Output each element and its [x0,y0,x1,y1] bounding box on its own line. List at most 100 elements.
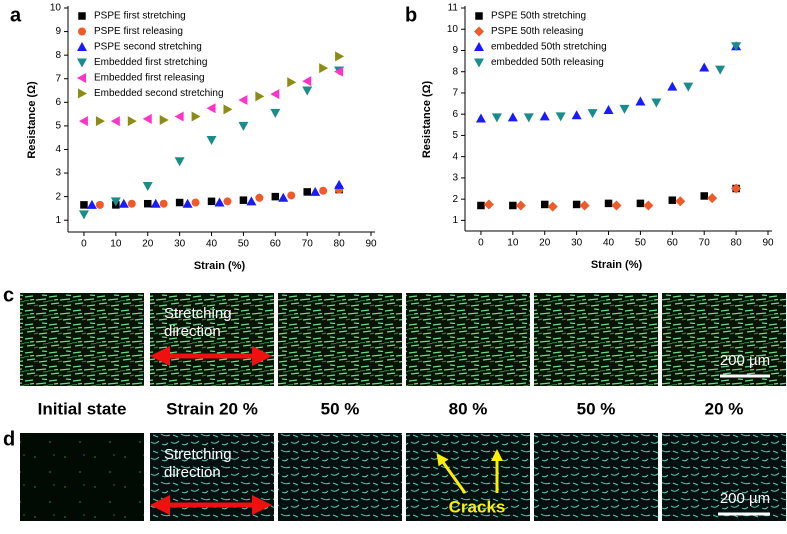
x-tick-label: 80 [731,238,743,249]
y-tick-label: 9 [55,26,61,37]
y-tick-label: 7 [55,73,61,84]
legend-marker [77,58,87,68]
y-tick-label: 10 [50,3,62,14]
y-tick-label: 11 [448,3,459,14]
state-label: 20 % [705,399,744,418]
y-tick-label: 5 [55,121,61,132]
data-point [675,196,686,207]
x-tick-label: 80 [334,239,346,250]
x-tick-label: 90 [365,239,377,250]
y-tick-label: 4 [452,151,458,162]
data-point [715,65,726,75]
y-tick-label: 2 [452,194,458,205]
data-point [699,62,710,72]
state-label: 50 % [321,399,360,418]
y-tick-label: 2 [55,191,61,202]
y-tick-label: 4 [55,144,61,155]
data-point [572,200,581,209]
x-tick-label: 20 [539,238,551,249]
panel-label: b [405,4,417,26]
data-point [335,51,345,62]
x-tick-label: 0 [478,238,484,249]
crack-arrow [436,453,467,494]
data-point [143,199,152,208]
data-point [668,196,677,204]
legend-label: Embedded first releasing [94,73,205,84]
scale-label: 200 µm [720,490,770,507]
scale-label: 200 µm [720,352,770,369]
x-axis-label: Strain (%) [194,260,246,272]
data-point [174,157,185,167]
micrograph [406,293,530,386]
micrograph [20,293,144,386]
legend-marker [77,73,86,83]
legend-marker [78,12,86,20]
data-point [475,113,486,123]
x-tick-label: 10 [110,239,122,250]
data-point [319,186,328,195]
x-tick-label: 70 [302,239,314,250]
legend-label: PSPE first releasing [94,26,183,37]
legend-marker [77,42,87,51]
x-tick-label: 20 [142,239,154,250]
legend-label: PSPE 50th stretching [491,11,586,22]
state-label: Strain 20 % [166,399,258,418]
micrograph [278,433,402,521]
x-tick-label: 0 [81,239,87,250]
legend-label: Embedded second stretching [94,88,224,99]
x-tick-label: 30 [174,239,186,250]
direction-label: Stretching direction [164,446,232,481]
x-tick-label: 10 [507,238,519,249]
data-point [287,191,296,200]
data-point [611,200,622,211]
data-point [477,201,485,210]
data-point [255,193,264,202]
data-point [207,197,216,206]
data-point [302,86,313,96]
direction-label: Stretching direction [164,305,232,340]
data-point [271,192,280,201]
micrographs [20,293,786,521]
data-point [310,186,321,196]
data-point [509,201,517,210]
state-label: Initial state [38,399,127,418]
data-point [523,113,534,123]
data-point [159,115,169,125]
micrograph [150,293,274,386]
data-point [635,96,646,106]
data-point [95,200,104,209]
data-point [127,116,137,127]
data-point [603,104,614,114]
data-point [238,121,249,131]
data-point [507,112,518,122]
y-tick-label: 10 [447,24,459,35]
legend-marker [474,58,484,68]
data-point [110,116,120,127]
y-tick-label: 6 [55,97,61,108]
micrograph [278,293,402,386]
x-tick-label: 90 [762,238,774,249]
legend-marker [475,12,483,20]
data-point [110,197,121,207]
data-point [707,193,718,204]
data-point [159,199,168,208]
data-point [334,179,345,189]
data-point [278,192,289,202]
legend-marker [78,88,87,99]
y-tick-label: 1 [452,215,458,226]
data-point [539,111,550,121]
data-point [270,89,280,100]
x-tick-label: 50 [635,238,647,249]
data-point [571,110,582,120]
data-point [127,199,136,208]
data-point [604,199,613,208]
data-point [118,198,129,208]
data-point [334,66,344,77]
legend-marker [474,42,484,51]
data-point [683,82,694,92]
data-point [270,108,281,118]
y-axis-label: Resistance (Ω) [421,81,433,159]
panel-label: a [10,4,22,26]
y-tick-label: 3 [55,168,61,179]
